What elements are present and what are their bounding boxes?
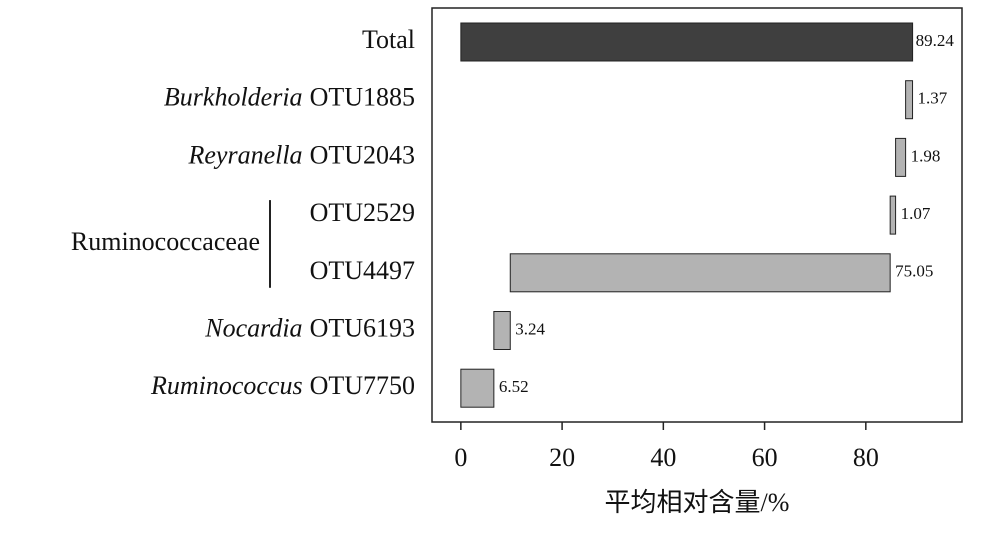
- x-tick-label: 80: [853, 443, 879, 472]
- value-label: 1.37: [918, 89, 948, 108]
- bar: [905, 80, 914, 120]
- value-label: 6.52: [499, 377, 529, 396]
- otu-name: OTU1885: [310, 83, 415, 112]
- category-label: OTU2529: [310, 198, 415, 227]
- bar: [493, 311, 511, 350]
- x-axis-label: 平均相对含量/%: [605, 488, 790, 517]
- taxon-name: Ruminococcus: [150, 371, 303, 400]
- otu-name: OTU7750: [310, 371, 415, 400]
- category-label: OTU4497: [310, 256, 415, 285]
- bar: [460, 368, 495, 408]
- x-tick-label: 20: [549, 443, 575, 472]
- category-label: Reyranella OTU2043: [187, 140, 415, 169]
- group-label: Ruminococcaceae: [71, 227, 260, 256]
- otu-name: OTU2529: [310, 198, 415, 227]
- category-label: Burkholderia OTU1885: [164, 83, 415, 112]
- x-tick-label: 60: [752, 443, 778, 472]
- value-label: 1.07: [901, 204, 931, 223]
- x-tick-label: 0: [454, 443, 467, 472]
- value-label: 3.24: [515, 319, 545, 338]
- otu-name: OTU2043: [310, 140, 415, 169]
- bar: [895, 137, 907, 177]
- value-label: 75.05: [895, 262, 933, 281]
- taxon-name: Nocardia: [204, 313, 302, 342]
- otu-name: OTU6193: [310, 313, 415, 342]
- category-label: Nocardia OTU6193: [204, 313, 415, 342]
- category-label: Total: [362, 25, 415, 54]
- value-label: 89.24: [916, 31, 955, 50]
- total-bar: [460, 22, 914, 62]
- bar: [889, 195, 897, 235]
- category-label: Ruminococcus OTU7750: [150, 371, 415, 400]
- x-tick-label: 40: [650, 443, 676, 472]
- taxon-name: Reyranella: [187, 140, 302, 169]
- taxon-name: Burkholderia: [164, 83, 303, 112]
- bar: [509, 253, 891, 293]
- otu-name: OTU4497: [310, 256, 415, 285]
- value-label: 1.98: [911, 146, 941, 165]
- plot-frame: [431, 7, 963, 423]
